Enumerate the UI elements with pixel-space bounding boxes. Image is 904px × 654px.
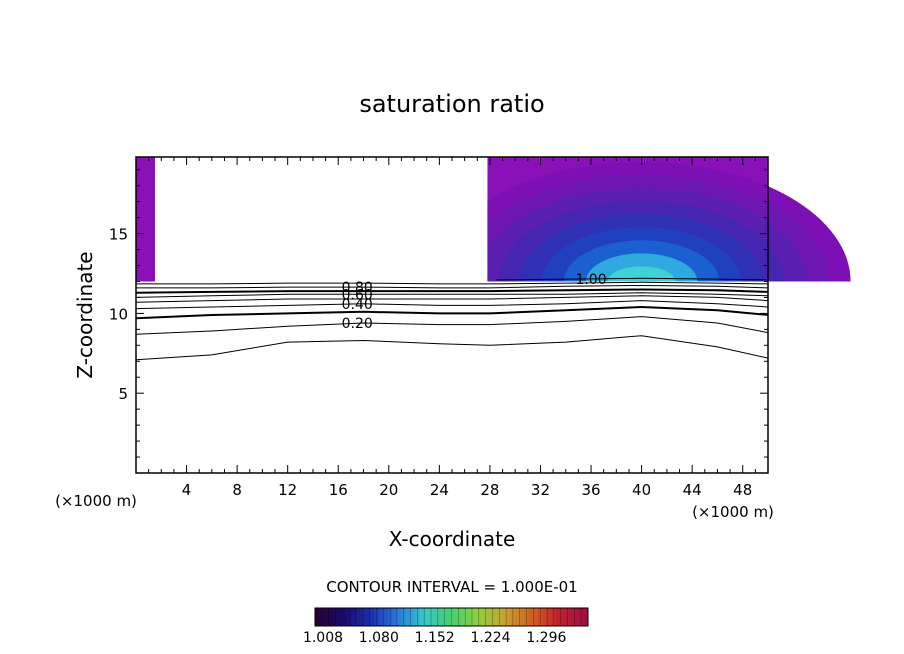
x-tick-label: 24 xyxy=(430,481,449,499)
colorbar-segment xyxy=(465,608,471,626)
colorbar-segment xyxy=(369,608,375,626)
colorbar-segment xyxy=(437,608,443,626)
colorbar xyxy=(314,607,589,627)
contour-line-0.90 xyxy=(136,281,769,285)
colorbar-tick-label: 1.008 xyxy=(303,630,343,646)
colorbar-segment xyxy=(451,608,457,626)
x-unit-label: (×1000 m) xyxy=(692,503,774,521)
colorbar-frame xyxy=(314,607,589,627)
colorbar-segment xyxy=(342,608,348,626)
x-tick-label: 48 xyxy=(733,481,752,499)
x-axis-label: X-coordinate xyxy=(389,527,516,551)
colorbar-segment xyxy=(392,608,398,626)
colorbar-segment xyxy=(406,608,412,626)
colorbar-tick-label: 1.224 xyxy=(470,630,510,646)
contour-line-0.10 xyxy=(135,335,769,361)
colorbar-segment xyxy=(478,608,484,626)
colorbar-segment xyxy=(574,608,580,626)
colorbar-segment xyxy=(337,608,343,626)
contour-line-1.00 xyxy=(496,277,769,281)
colorbar-segment xyxy=(410,608,416,626)
y-unit-label: (×1000 m) xyxy=(55,492,137,510)
colorbar-segment xyxy=(528,608,534,626)
colorbar-segment xyxy=(533,608,539,626)
colorbar-tick-label: 1.296 xyxy=(526,630,566,646)
colorbar-segment xyxy=(556,608,562,626)
colorbar-segment xyxy=(474,608,480,626)
colorbar-segment xyxy=(355,608,361,626)
x-tick-label: 8 xyxy=(232,481,242,499)
x-tick-label: 16 xyxy=(329,481,348,499)
region-mask-left xyxy=(187,157,488,282)
colorbar-segment xyxy=(419,608,425,626)
x-tick-label: 20 xyxy=(379,481,398,499)
contour-line-0.60 xyxy=(135,292,769,298)
x-axis-ticks: 4 8 12 16 20 24 28 32 36 40 44 48 xyxy=(148,157,756,499)
x-tick-label: 12 xyxy=(278,481,297,499)
contour-label-1.00: 1.00 xyxy=(575,272,606,288)
y-tick-label: 5 xyxy=(118,385,128,403)
contour-label-0.80: 0.80 xyxy=(342,280,373,296)
x-tick-label: 4 xyxy=(182,481,192,499)
supersaturation-fills xyxy=(136,157,904,654)
colorbar-segment xyxy=(383,608,389,626)
colorbar-segment xyxy=(519,608,525,626)
colorbar-segment xyxy=(378,608,384,626)
colorbar-segment xyxy=(396,608,402,626)
y-axis-ticks: 5 10 15 xyxy=(109,169,768,458)
chart-title: saturation ratio xyxy=(359,90,544,118)
x-tick-label: 32 xyxy=(531,481,550,499)
y-tick-label: 10 xyxy=(109,305,128,323)
colorbar-segment xyxy=(547,608,553,626)
colorbar-segment xyxy=(324,608,330,626)
x-tick-label: 44 xyxy=(683,481,702,499)
colorbar-segment xyxy=(578,608,584,626)
colorbar-segment xyxy=(506,608,512,626)
colorbar-segment xyxy=(569,608,575,626)
colorbar-segment xyxy=(501,608,507,626)
colorbar-tick-label: 1.080 xyxy=(359,630,399,646)
contour-label-0.60: 0.60 xyxy=(342,287,373,303)
colorbar-segment xyxy=(583,608,589,626)
contour-lines xyxy=(135,277,769,361)
contour-line-0.50 xyxy=(135,295,769,303)
colorbar-segment xyxy=(560,608,566,626)
colorbar-segment xyxy=(542,608,548,626)
x-tick-label: 36 xyxy=(581,481,600,499)
contour-labels: 0.20 0.400.600.80 1.00 xyxy=(342,272,607,332)
x-tick-label: 40 xyxy=(632,481,651,499)
colorbar-segment xyxy=(460,608,466,626)
y-tick-label: 15 xyxy=(109,226,128,244)
colorbar-segment xyxy=(424,608,430,626)
colorbar-segment xyxy=(492,608,498,626)
contour-interval-label: CONTOUR INTERVAL = 1.000E-01 xyxy=(326,578,577,596)
colorbar-segment xyxy=(515,608,521,626)
region-mask xyxy=(187,281,904,654)
supersat-region-0 xyxy=(136,157,155,282)
colorbar-tick-label: 1.152 xyxy=(415,630,455,646)
contour-label-0.20: 0.20 xyxy=(342,316,373,332)
colorbar-segment xyxy=(351,608,357,626)
y-axis-label: Z-coordinate xyxy=(73,251,97,378)
colorbar-labels: 1.008 1.080 1.152 1.224 1.296 xyxy=(303,630,567,646)
colorbar-segment xyxy=(328,608,334,626)
contour-line-0.20 xyxy=(135,316,769,335)
colorbar-segment xyxy=(487,608,493,626)
contour-line-0.80 xyxy=(136,284,769,289)
colorbar-segment xyxy=(446,608,452,626)
x-tick-label: 28 xyxy=(480,481,499,499)
colorbar-segment xyxy=(433,608,439,626)
contour-label-0.40: 0.40 xyxy=(342,297,373,313)
contour-line-0.40 xyxy=(135,300,769,310)
contour-line-0.30 xyxy=(135,305,769,320)
colorbar-segment xyxy=(365,608,371,626)
colorbar-segment xyxy=(315,608,321,626)
contour-line-0.70 xyxy=(135,288,769,294)
